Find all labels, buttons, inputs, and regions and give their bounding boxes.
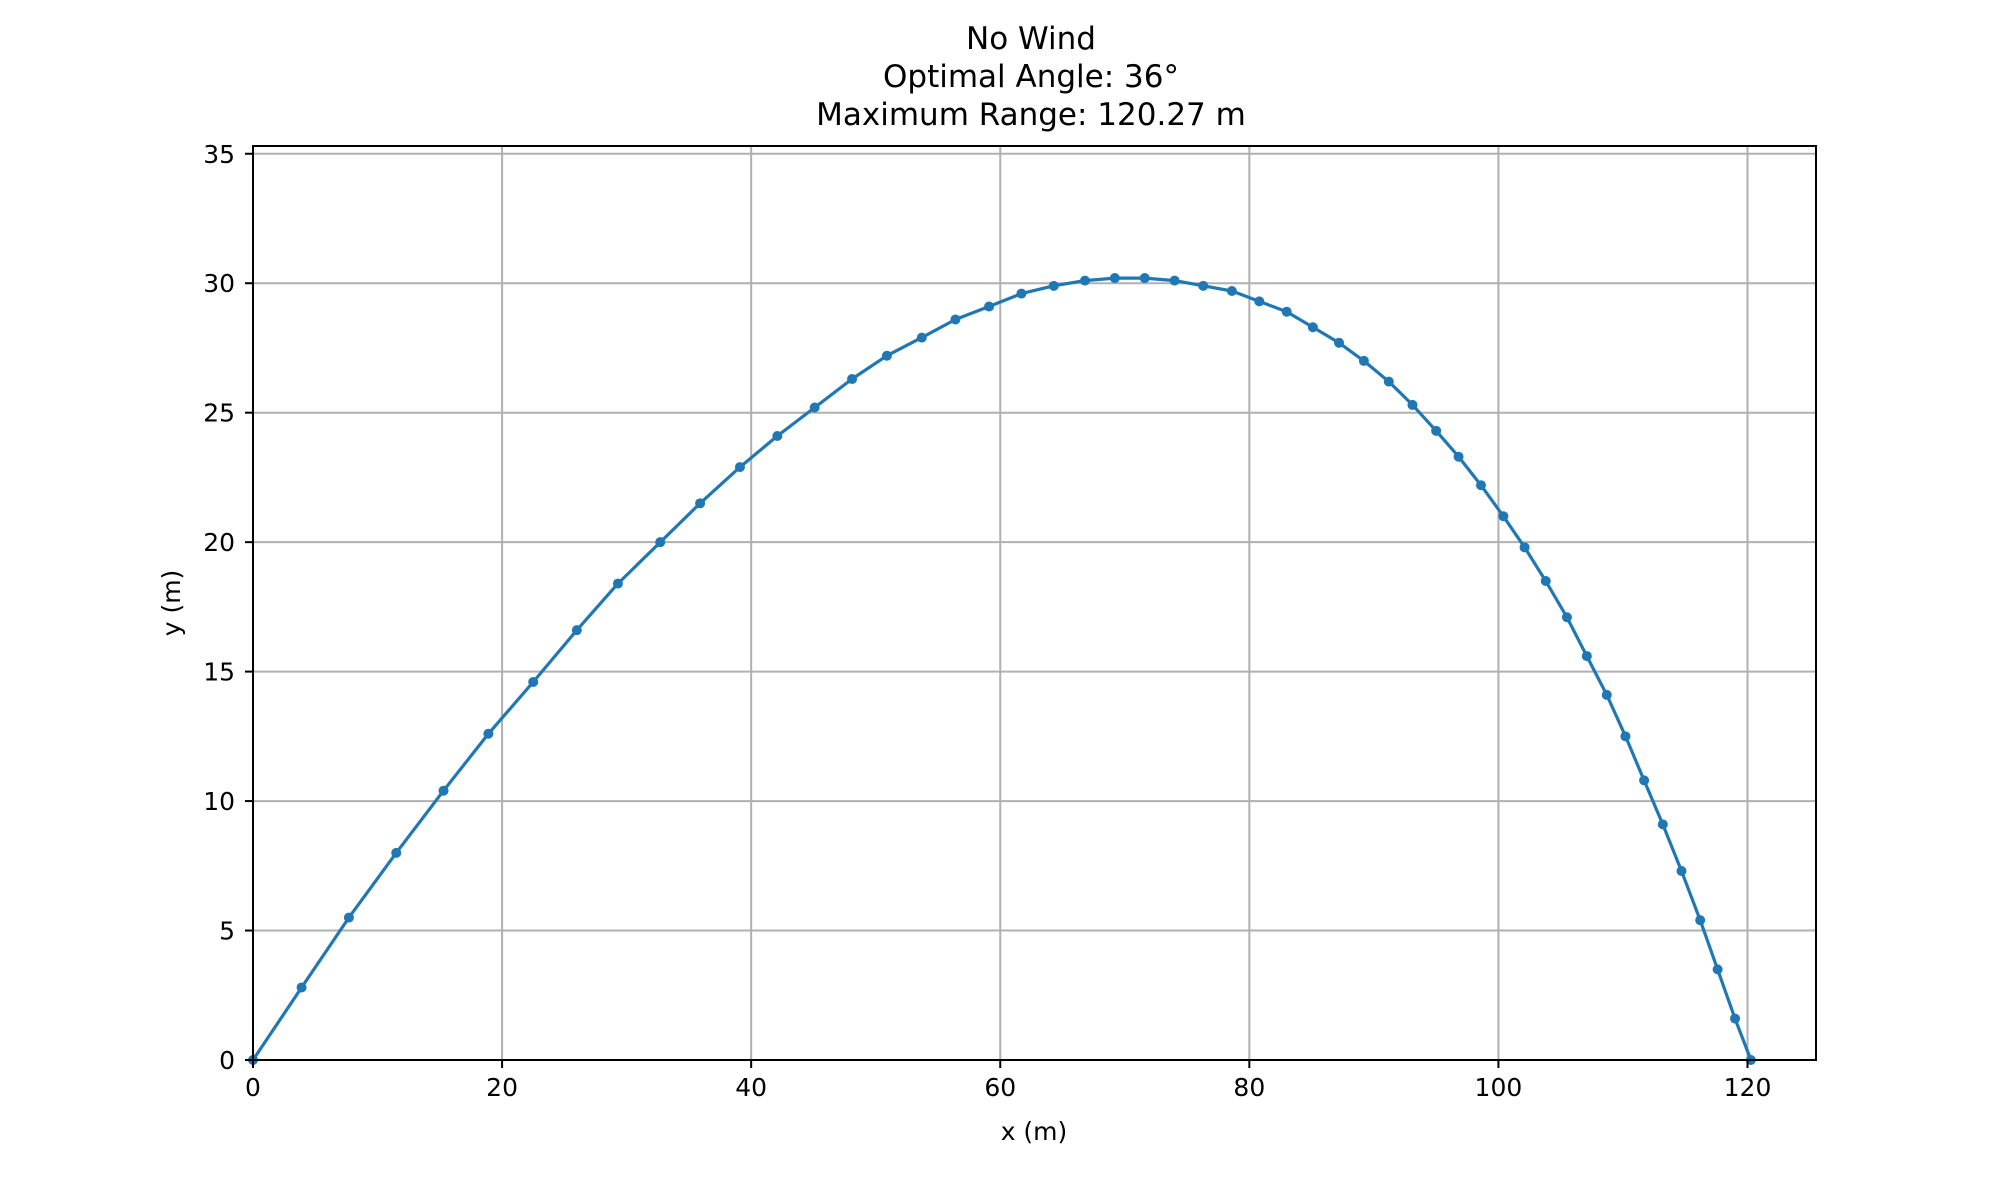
data-point (1048, 280, 1059, 291)
data-point (1109, 273, 1120, 284)
y-axis: 0 5 10 15 20 25 30 35 (203, 140, 253, 1075)
grid (252, 146, 1816, 1061)
data-point (1475, 480, 1486, 491)
data-point (438, 785, 449, 796)
data-point (772, 430, 783, 441)
data-point (1657, 819, 1668, 830)
chart-title: No Wind Optimal Angle: 36° Maximum Range… (816, 21, 1246, 133)
data-point (1407, 399, 1418, 410)
y-axis-label: y (m) (157, 570, 186, 637)
data-point (483, 728, 494, 739)
data-point (1620, 731, 1631, 742)
series-line (251, 276, 1753, 1061)
data-point (1695, 915, 1706, 926)
y-tick-label: 15 (203, 658, 235, 687)
data-point (809, 402, 820, 413)
data-point (950, 314, 961, 325)
data-point (1601, 689, 1612, 700)
data-point (343, 912, 354, 923)
data-point (1498, 511, 1509, 522)
data-point (1581, 651, 1592, 662)
series-layer (248, 273, 1756, 1065)
data-point (296, 982, 307, 993)
x-axis: 0 20 40 60 80 100 120 (245, 1060, 1771, 1102)
y-tick-label: 10 (203, 787, 235, 816)
x-tick-label: 20 (486, 1073, 518, 1102)
title-line-2: Optimal Angle: 36° (883, 59, 1179, 95)
y-tick-label: 20 (203, 528, 235, 557)
title-line-3: Maximum Range: 120.27 m (816, 97, 1246, 133)
x-axis-label: x (m) (1001, 1117, 1068, 1146)
data-point (1079, 275, 1090, 286)
data-point (1431, 425, 1442, 436)
data-point (1519, 542, 1530, 553)
data-point (1254, 296, 1265, 307)
data-point (1676, 865, 1687, 876)
data-point (1169, 275, 1180, 286)
data-point (916, 332, 927, 343)
y-tick-label: 35 (203, 140, 235, 169)
title-line-1: No Wind (966, 21, 1096, 57)
y-tick-label: 30 (203, 269, 235, 298)
data-point (571, 625, 582, 636)
data-point (1334, 337, 1345, 348)
data-point (847, 374, 858, 385)
data-point (695, 498, 706, 509)
data-point (1639, 775, 1650, 786)
data-point (1540, 575, 1551, 586)
data-point (1139, 273, 1150, 284)
data-point (1198, 280, 1209, 291)
data-point (1016, 288, 1027, 299)
data-point (1281, 306, 1292, 317)
data-point (1358, 355, 1369, 366)
data-point (528, 676, 539, 687)
data-point (1383, 376, 1394, 387)
data-point (612, 578, 623, 589)
data-point (1712, 964, 1723, 975)
x-tick-label: 80 (1233, 1073, 1265, 1102)
y-tick-label: 0 (219, 1046, 235, 1075)
x-tick-label: 0 (245, 1073, 261, 1102)
x-tick-label: 40 (735, 1073, 767, 1102)
data-point (1307, 322, 1318, 333)
x-tick-label: 100 (1475, 1073, 1523, 1102)
data-point (1730, 1013, 1741, 1024)
data-point (1453, 451, 1464, 462)
data-point (655, 537, 666, 548)
x-tick-label: 60 (984, 1073, 1016, 1102)
data-point (391, 847, 402, 858)
data-point (1561, 612, 1572, 623)
x-tick-label: 120 (1724, 1073, 1772, 1102)
data-point (1226, 285, 1237, 296)
data-point (734, 462, 745, 473)
plot-frame (252, 145, 1817, 1061)
data-point (984, 301, 995, 312)
data-point (881, 350, 892, 361)
y-tick-label: 5 (219, 917, 235, 946)
y-tick-label: 25 (203, 399, 235, 428)
